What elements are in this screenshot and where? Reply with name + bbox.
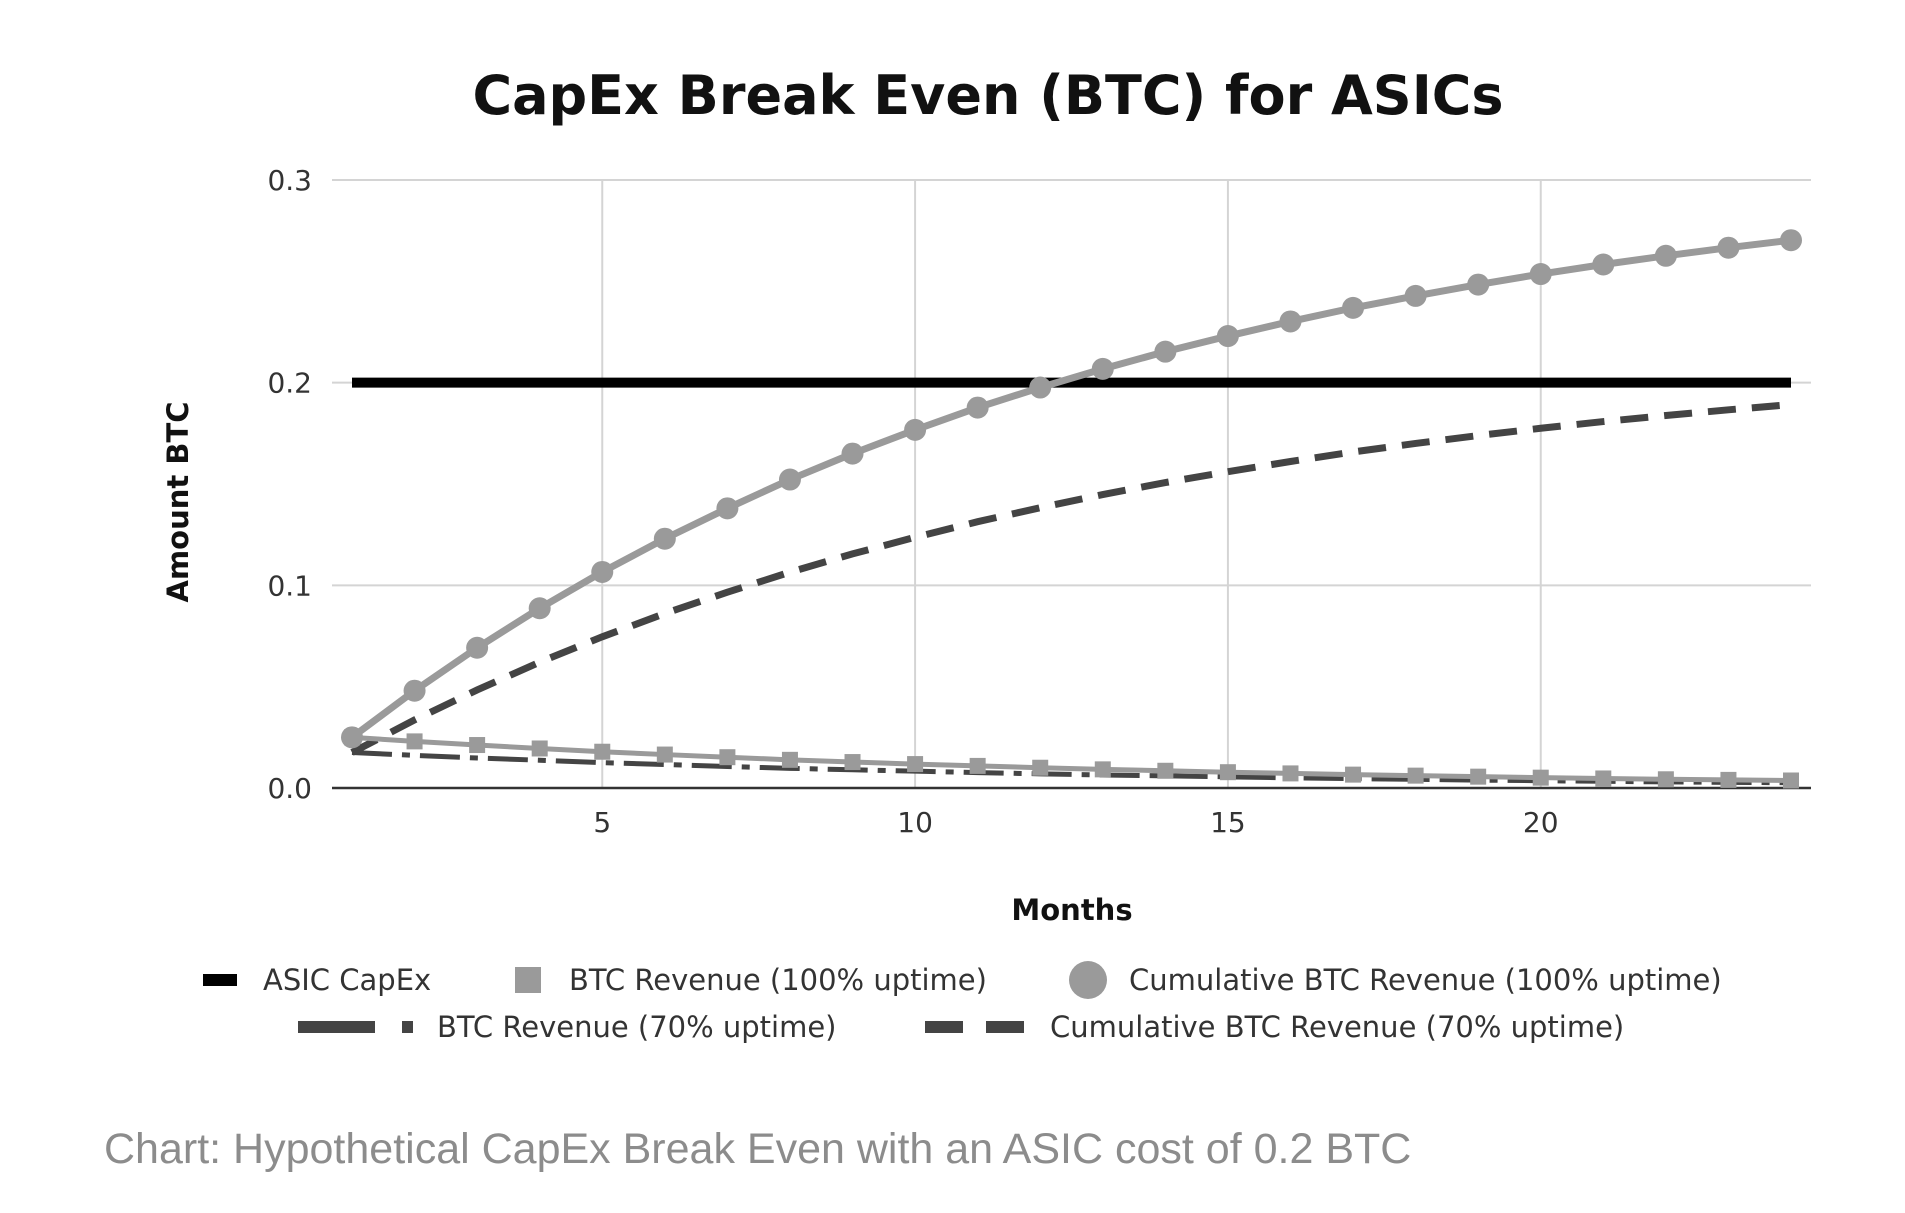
circle-marker bbox=[778, 468, 801, 491]
grid bbox=[332, 179, 1811, 790]
y-tick-label: 0.0 bbox=[267, 772, 312, 805]
circle-marker bbox=[716, 497, 739, 520]
square-marker bbox=[406, 733, 423, 750]
x-tick-label: 20 bbox=[1523, 806, 1559, 839]
circle-marker bbox=[966, 396, 989, 419]
circle-marker bbox=[1404, 284, 1427, 307]
circle-marker bbox=[1279, 310, 1302, 333]
square-marker bbox=[594, 743, 611, 760]
legend-swatch bbox=[986, 1021, 1024, 1033]
circle-marker bbox=[1654, 244, 1677, 267]
legend-label: Cumulative BTC Revenue (100% uptime) bbox=[1129, 963, 1722, 997]
x-tick-label: 10 bbox=[897, 806, 933, 839]
square-marker bbox=[1032, 759, 1049, 776]
chart-title: CapEx Break Even (BTC) for ASICs bbox=[472, 64, 1503, 127]
square-marker bbox=[1720, 771, 1737, 788]
series-line-4 bbox=[350, 401, 1792, 756]
circle-marker bbox=[653, 527, 676, 550]
square-marker bbox=[1407, 767, 1424, 784]
square-marker bbox=[1595, 770, 1612, 787]
y-tick-label: 0.3 bbox=[267, 164, 312, 197]
series-line-1 bbox=[351, 734, 1792, 784]
legend-label: ASIC CapEx bbox=[263, 963, 431, 997]
circle-marker bbox=[841, 442, 864, 465]
circle-marker bbox=[1154, 340, 1177, 363]
y-tick-label: 0.2 bbox=[267, 367, 312, 400]
circle-marker bbox=[1342, 296, 1365, 319]
series-line-3 bbox=[351, 750, 1792, 786]
square-marker bbox=[844, 754, 861, 771]
circle-marker bbox=[341, 726, 363, 749]
square-marker bbox=[969, 757, 986, 774]
series-line-2 bbox=[349, 236, 1792, 741]
series-group bbox=[341, 229, 1802, 789]
circle-marker bbox=[1592, 253, 1615, 276]
circle-marker bbox=[403, 679, 426, 702]
circle-marker bbox=[1717, 236, 1740, 259]
ticks: 0.0 0.1 0.2 0.3 5 10 15 20 bbox=[267, 164, 1558, 839]
circle-marker bbox=[1216, 325, 1239, 348]
legend-swatch bbox=[203, 974, 237, 986]
circle-marker bbox=[1091, 357, 1114, 380]
circle-marker bbox=[1780, 229, 1802, 252]
y-tick-label: 0.1 bbox=[267, 569, 312, 602]
square-marker bbox=[1219, 764, 1236, 781]
legend-label: BTC Revenue (100% uptime) bbox=[569, 963, 987, 997]
y-axis-label: Amount BTC bbox=[161, 401, 195, 602]
square-marker bbox=[656, 746, 673, 763]
legend-swatch bbox=[515, 967, 541, 993]
square-marker bbox=[1470, 768, 1487, 785]
square-marker bbox=[531, 740, 548, 757]
legend-swatch bbox=[1069, 961, 1107, 999]
square-marker bbox=[1345, 766, 1362, 783]
legend-swatch bbox=[402, 1021, 413, 1033]
circle-marker bbox=[1529, 263, 1552, 286]
square-marker bbox=[1657, 771, 1674, 788]
circle-marker bbox=[904, 418, 927, 441]
square-marker bbox=[1532, 769, 1549, 786]
square-marker bbox=[781, 751, 798, 768]
square-marker bbox=[1157, 762, 1174, 779]
square-marker bbox=[719, 749, 736, 766]
square-marker bbox=[1094, 761, 1111, 778]
square-marker bbox=[1783, 772, 1799, 789]
x-axis-label: Months bbox=[1011, 893, 1132, 927]
square-marker bbox=[907, 756, 924, 773]
circle-marker bbox=[1029, 376, 1052, 399]
square-marker bbox=[469, 737, 486, 754]
legend-label: BTC Revenue (70% uptime) bbox=[437, 1010, 837, 1044]
legend-swatch bbox=[298, 1021, 375, 1033]
legend-swatch bbox=[925, 1021, 963, 1033]
circle-marker bbox=[466, 636, 489, 659]
legend-label: Cumulative BTC Revenue (70% uptime) bbox=[1050, 1010, 1624, 1044]
legend: ASIC CapEx BTC Revenue (100% uptime) Cumul… bbox=[203, 961, 1722, 1044]
caption: Chart: Hypothetical CapEx Break Even wit… bbox=[104, 1125, 1411, 1173]
x-tick-label: 5 bbox=[593, 806, 611, 839]
square-marker bbox=[1282, 765, 1299, 782]
x-tick-label: 15 bbox=[1210, 806, 1246, 839]
circle-marker bbox=[528, 597, 551, 620]
circle-marker bbox=[591, 560, 614, 583]
circle-marker bbox=[1467, 273, 1490, 296]
